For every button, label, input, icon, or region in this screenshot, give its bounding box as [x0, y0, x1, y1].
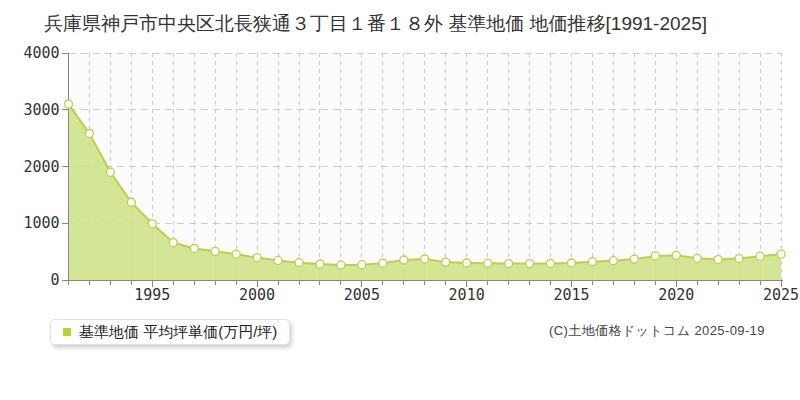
- svg-text:2020: 2020: [658, 286, 694, 304]
- svg-text:2015: 2015: [553, 286, 589, 304]
- svg-text:3000: 3000: [23, 101, 59, 119]
- copyright-text: (C)土地価格ドットコム 2025-09-19: [549, 322, 765, 340]
- svg-text:2005: 2005: [344, 286, 380, 304]
- svg-text:1000: 1000: [23, 214, 59, 232]
- svg-text:2000: 2000: [239, 286, 275, 304]
- legend-label: 基準地価 平均坪単価(万円/坪): [79, 323, 277, 342]
- svg-text:4000: 4000: [23, 44, 59, 62]
- svg-text:2010: 2010: [449, 286, 485, 304]
- legend-swatch: [63, 328, 71, 336]
- legend: 基準地価 平均坪単価(万円/坪): [50, 319, 290, 345]
- svg-text:2025: 2025: [763, 286, 799, 304]
- svg-text:1995: 1995: [134, 286, 170, 304]
- svg-text:2000: 2000: [23, 158, 59, 176]
- svg-text:0: 0: [50, 271, 59, 289]
